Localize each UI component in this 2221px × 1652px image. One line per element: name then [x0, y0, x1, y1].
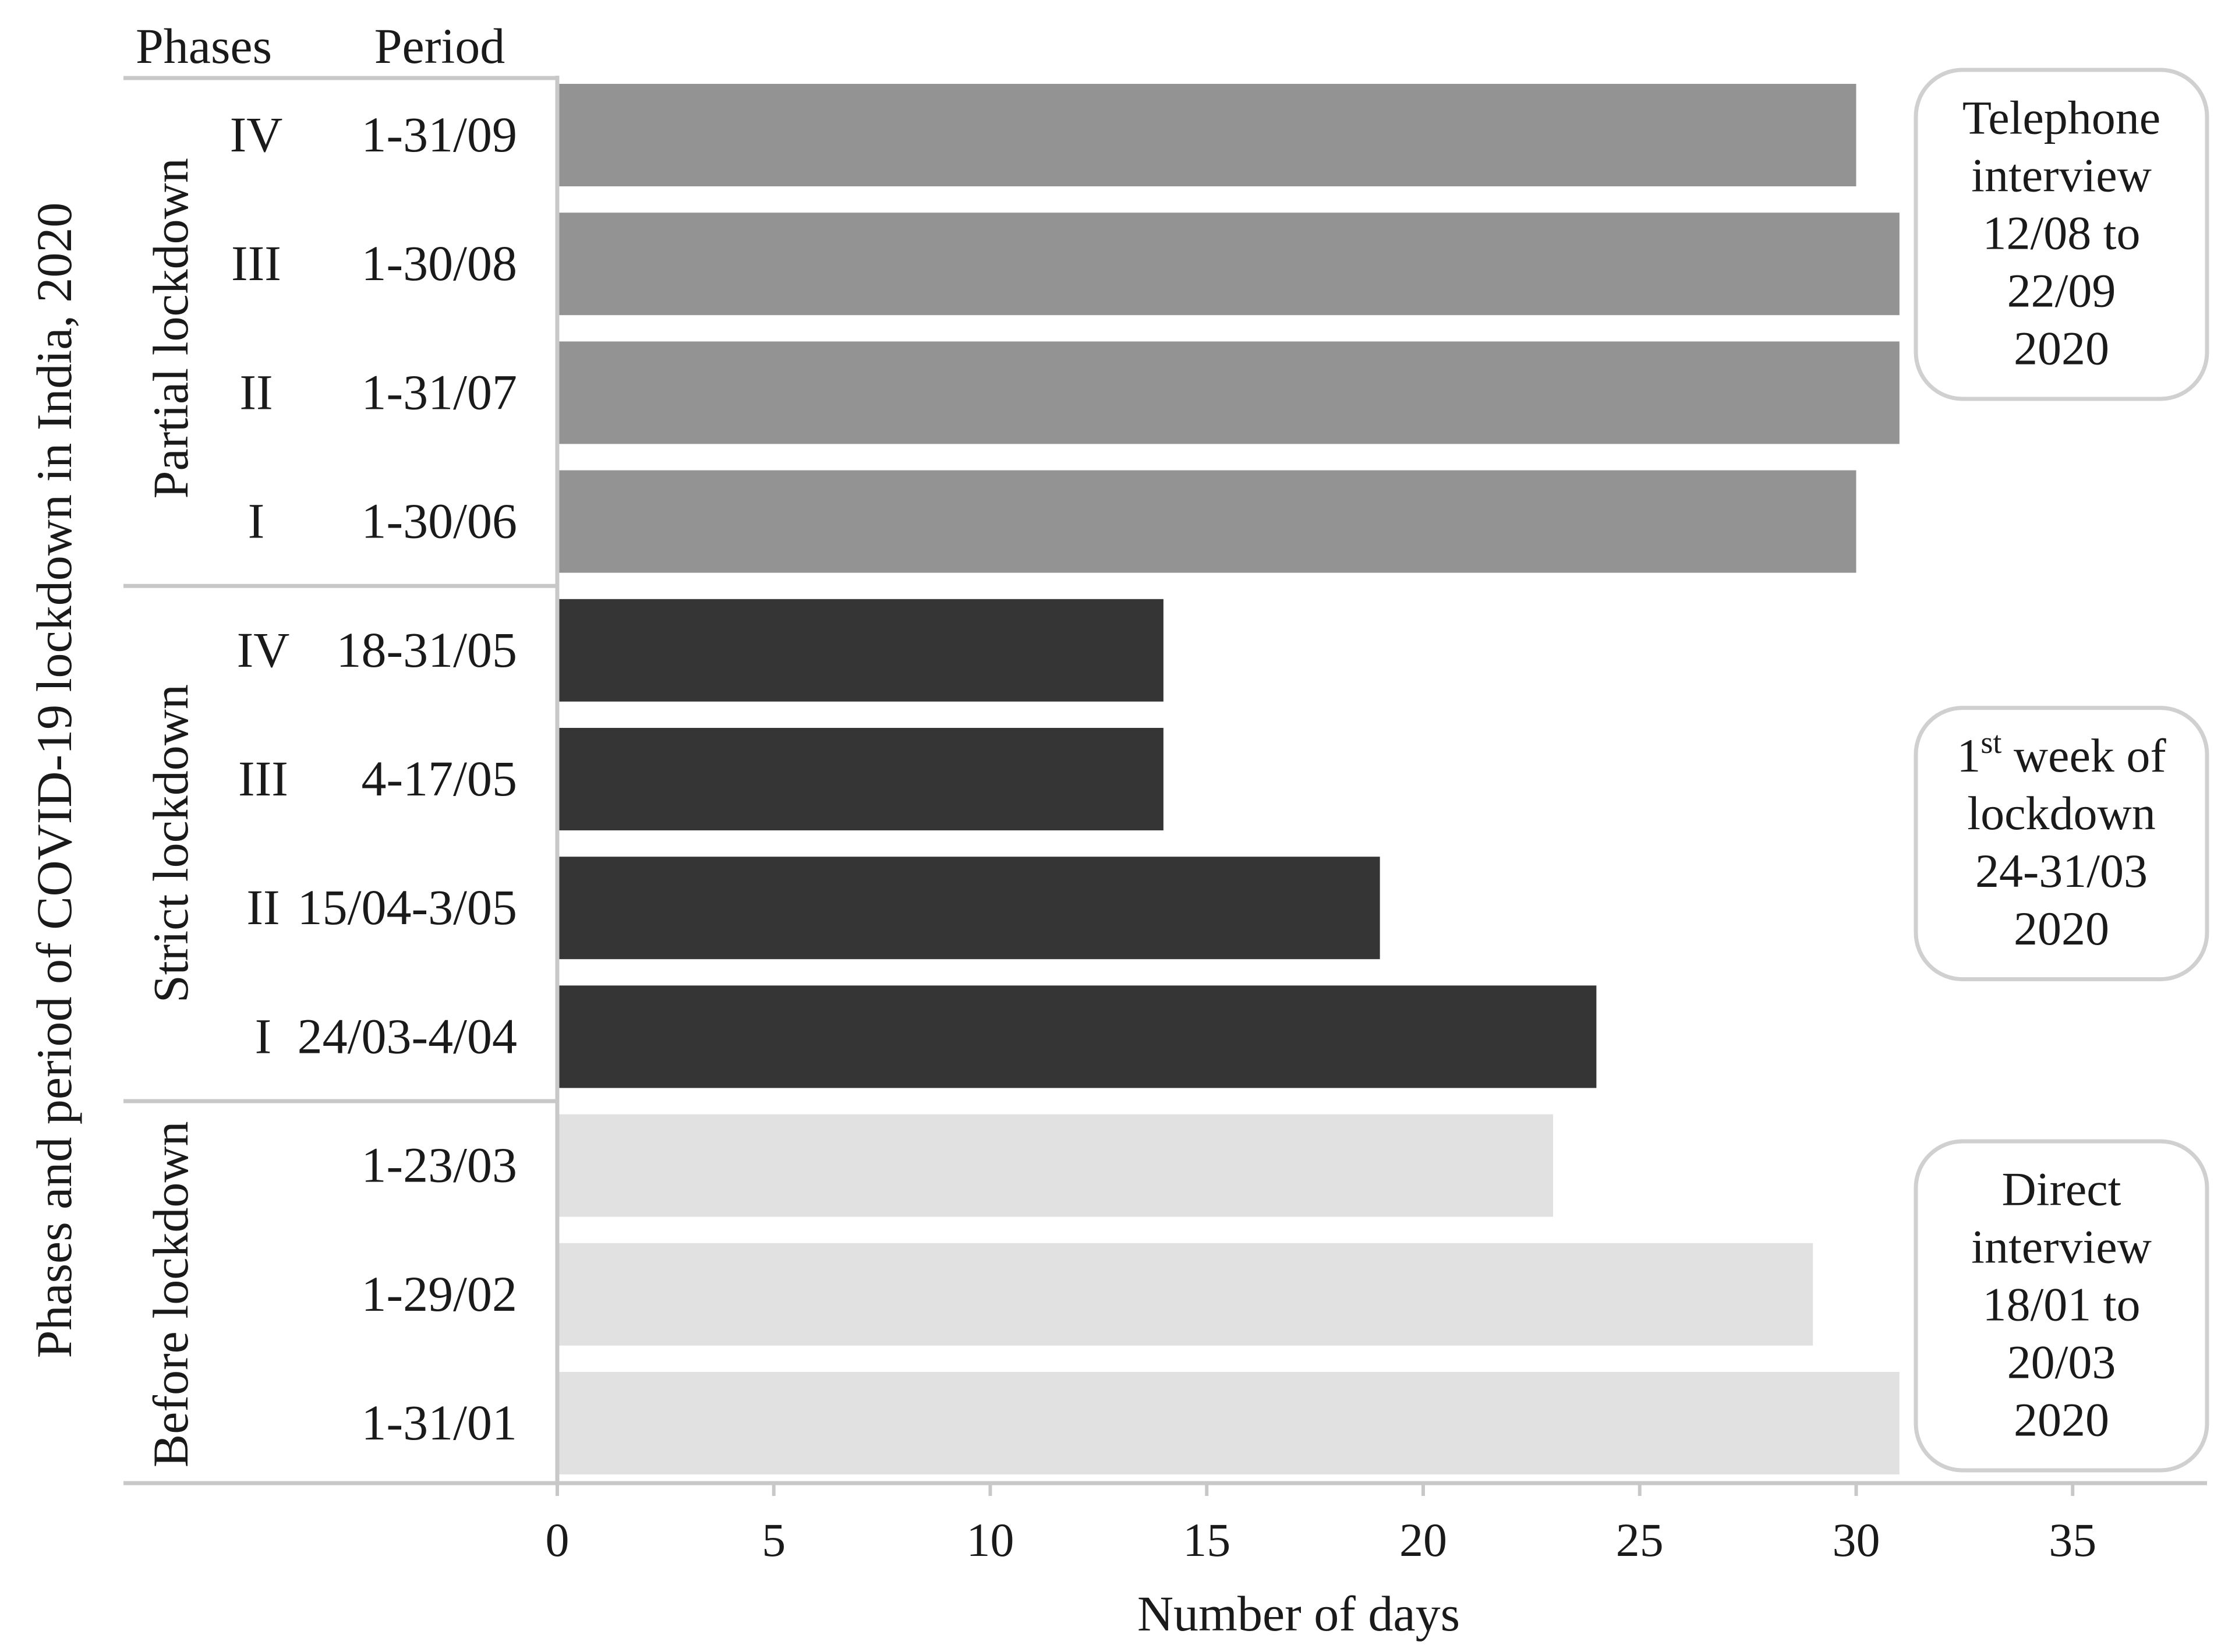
annotation-line: 18/01 to: [1982, 1278, 2140, 1331]
x-tick-label: 30: [1833, 1513, 1880, 1566]
x-tick-label: 0: [546, 1513, 570, 1566]
phase-label: II: [246, 879, 280, 935]
bar-partial-II: [557, 341, 1900, 444]
x-axis: 0 5 10 15 20 25 30 35: [123, 76, 2207, 1566]
annotation-line: 22/09: [2007, 264, 2116, 317]
x-tick-label: 10: [967, 1513, 1014, 1566]
period-label: 1-30/06: [361, 493, 517, 549]
period-label: 1-29/02: [361, 1266, 517, 1322]
bar-strict-II: [557, 857, 1380, 960]
bar-strict-I: [557, 985, 1597, 1088]
group-label-partial: Partial lockdown: [143, 158, 199, 498]
header-period: Period: [374, 18, 505, 74]
annotation-line: 2020: [2014, 1393, 2109, 1446]
x-tick-label: 35: [2049, 1513, 2096, 1566]
period-label: 18-31/05: [336, 622, 517, 678]
period-label: 24/03-4/04: [298, 1008, 517, 1064]
bar-strict-IV: [557, 599, 1163, 702]
period-label: 1-23/03: [361, 1137, 517, 1193]
annotation-box-before: [1914, 1139, 2209, 1473]
period-label: 1-31/09: [361, 107, 517, 162]
annotation-line: 12/08 to: [1982, 206, 2140, 259]
annotation-line: interview: [1971, 148, 2152, 201]
period-label: 1-31/01: [361, 1395, 517, 1451]
annotation-box-partial: [1914, 68, 2209, 401]
annotation-line: 1st week of: [1957, 725, 2166, 782]
annotation-line: 2020: [2014, 902, 2109, 955]
x-axis-title: Number of days: [1137, 1586, 1460, 1642]
period-label: 15/04-3/05: [298, 879, 517, 935]
phase-label: III: [238, 751, 288, 806]
phase-label: IV: [230, 107, 283, 162]
bar-strict-III: [557, 728, 1163, 830]
x-tick-label: 20: [1399, 1513, 1447, 1566]
phase-label: IV: [237, 622, 290, 678]
bar-before-row1: [557, 1243, 1813, 1346]
x-tick-label: 5: [762, 1513, 786, 1566]
period-label: 1-31/07: [361, 364, 517, 420]
bar-before-row2: [557, 1372, 1900, 1474]
group-label-before: Before lockdown: [143, 1121, 199, 1467]
phase-label: III: [231, 235, 281, 291]
group-label-strict: Strict lockdown: [143, 684, 199, 1003]
period-label: 1-30/08: [361, 235, 517, 291]
annotation-line: 2020: [2014, 321, 2109, 374]
annotation-line: 20/03: [2007, 1335, 2116, 1388]
phase-label: I: [248, 493, 265, 549]
annotation-line: 24-31/03: [1975, 844, 2148, 897]
bars: [557, 84, 1900, 1474]
bar-partial-III: [557, 213, 1900, 316]
annotation-line: interview: [1971, 1220, 2152, 1273]
phase-label: II: [239, 364, 273, 420]
y-axis-title: Phases and period of COVID-19 lockdown i…: [26, 203, 82, 1359]
bar-partial-I: [557, 470, 1856, 573]
annotation-box-strict: [1914, 706, 2209, 982]
annotation-line: lockdown: [1967, 787, 2155, 840]
bar-before-row0: [557, 1114, 1554, 1217]
annotation-line: Direct: [2002, 1162, 2121, 1215]
x-tick-label: 25: [1616, 1513, 1664, 1566]
period-label: 4-17/05: [361, 751, 517, 806]
phase-label: I: [255, 1008, 272, 1064]
annotation-line: Telephone: [1962, 91, 2160, 144]
header-phases: Phases: [136, 18, 272, 74]
bar-partial-IV: [557, 84, 1856, 186]
x-tick-label: 15: [1183, 1513, 1230, 1566]
